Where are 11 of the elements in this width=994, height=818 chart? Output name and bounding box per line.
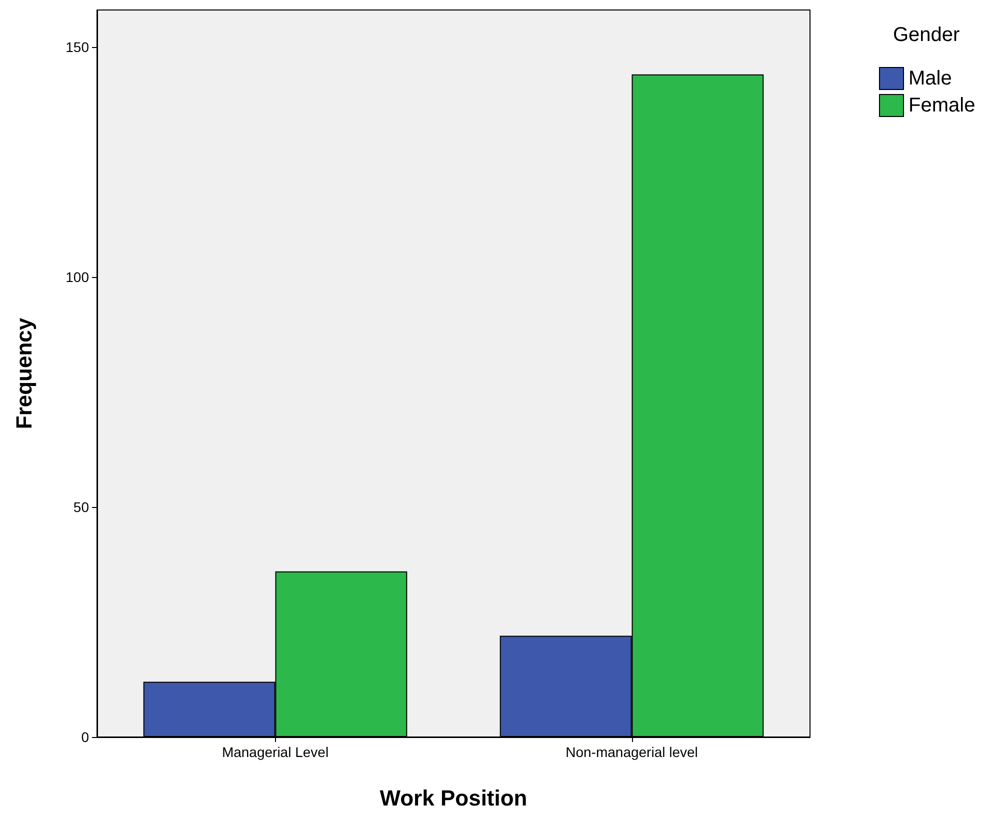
y-axis-title: Frequency xyxy=(12,317,36,430)
x-tick-label: Non-managerial level xyxy=(566,744,698,760)
y-tick-label: 50 xyxy=(73,498,90,515)
legend-label: Male xyxy=(908,68,952,90)
legend-label: Female xyxy=(908,94,976,116)
y-tick-label: 0 xyxy=(81,729,90,745)
y-tick-label: 100 xyxy=(66,268,90,285)
x-tick-label: Managerial Level xyxy=(222,744,329,760)
y-tick-label: 150 xyxy=(66,38,90,55)
x-axis-title: Work Position xyxy=(380,786,528,810)
legend-title: Gender xyxy=(893,24,960,46)
